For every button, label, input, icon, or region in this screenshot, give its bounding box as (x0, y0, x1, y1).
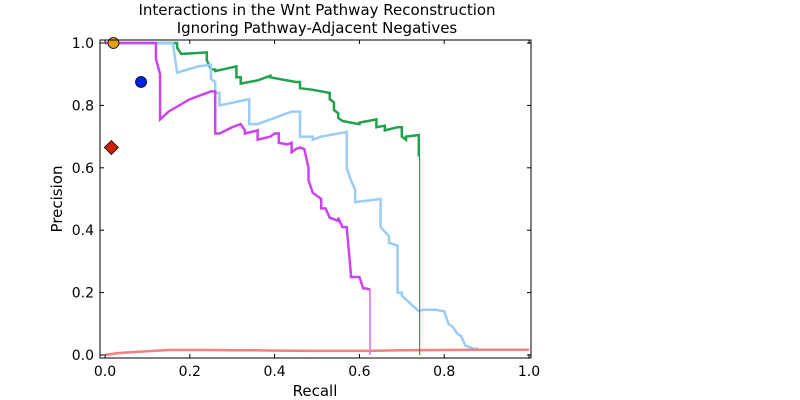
x-tick-label: 0.0 (94, 364, 116, 380)
series-line-4 (104, 348, 529, 357)
plot-frame (99, 39, 532, 359)
marker-diamond-3 (103, 139, 119, 156)
series-line-1 (105, 41, 421, 157)
y-tick-label: 1.0 (72, 36, 94, 52)
x-tick-label: 0.4 (263, 364, 285, 380)
chart-title: Interactions in the Wnt Pathway Reconstr… (138, 1, 495, 19)
chart-subtitle: Ignoring Pathway-Adjacent Negatives (177, 19, 458, 37)
series-line-3 (105, 41, 371, 291)
x-tick-label: 0.8 (433, 364, 455, 380)
marker-circle-1 (107, 37, 120, 49)
y-axis-label: Precision (48, 166, 66, 233)
marker-circle-2 (135, 76, 147, 88)
x-tick-label: 1.0 (518, 364, 540, 380)
y-tick-label: 0.2 (72, 286, 94, 302)
marker-layer (103, 37, 147, 156)
tick-layer: 0.0 0.2 0.4 0.6 0.8 1.0 0.0 0.2 0.4 0.6 0.8 1.0 (72, 36, 540, 380)
y-tick-label: 0.6 (72, 161, 94, 177)
x-tick-label: 0.2 (179, 364, 201, 380)
y-tick-label: 0.4 (72, 223, 94, 239)
y-tick-label: 0.0 (72, 348, 94, 364)
x-tick-label: 0.6 (348, 364, 370, 380)
x-axis-label: Recall (293, 382, 338, 400)
y-tick-label: 0.8 (72, 98, 94, 114)
series-layer (104, 41, 529, 357)
